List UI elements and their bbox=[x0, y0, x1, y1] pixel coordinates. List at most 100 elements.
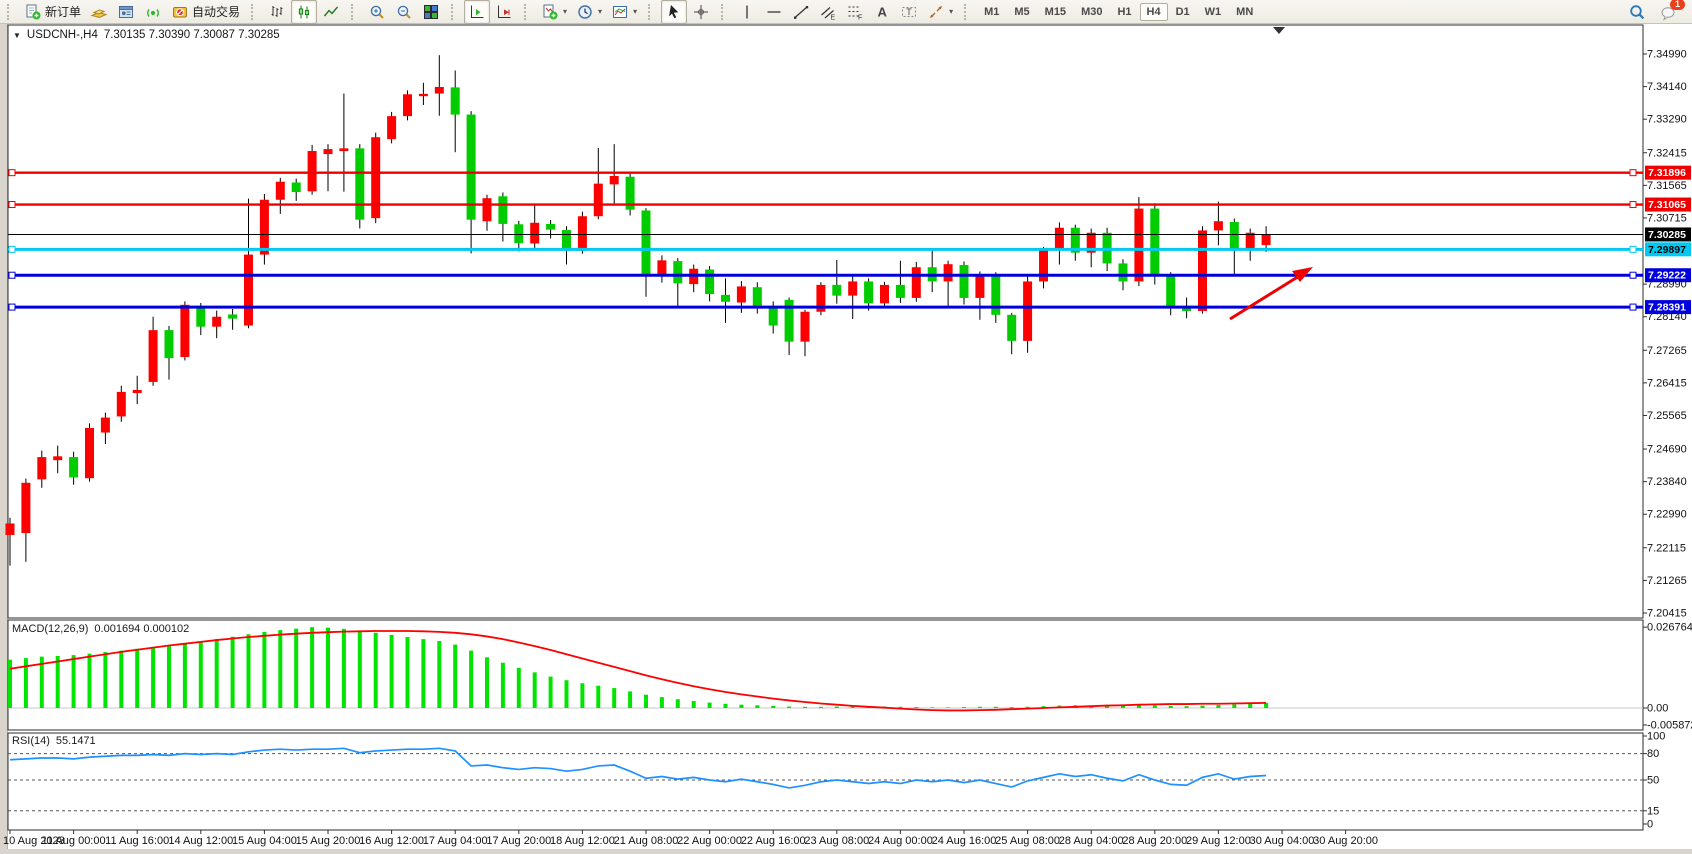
rsi-axis-label: 15 bbox=[1647, 805, 1659, 817]
periods-button[interactable]: ▾ bbox=[572, 0, 606, 24]
line-handle[interactable] bbox=[8, 245, 16, 253]
line-handle[interactable] bbox=[1629, 245, 1637, 253]
horizontal-line-7.30285[interactable]: 7.30285 bbox=[8, 227, 1691, 242]
autotrading-label: 自动交易 bbox=[192, 5, 241, 19]
price-tick-label: 7.25565 bbox=[1647, 410, 1687, 422]
line-handle[interactable] bbox=[1629, 169, 1637, 177]
auto-scroll-button[interactable] bbox=[491, 0, 517, 24]
chat-button[interactable]: 1 bbox=[1656, 0, 1685, 24]
chart-dropdown-arrow[interactable]: ▼ bbox=[13, 30, 21, 40]
candles bbox=[5, 55, 1271, 566]
chart-shift-button[interactable] bbox=[464, 0, 491, 24]
timeframe-button-m5[interactable]: M5 bbox=[1014, 5, 1030, 18]
toolbar-group-2 bbox=[361, 0, 447, 24]
trend-line-icon bbox=[794, 5, 809, 19]
line-handle[interactable] bbox=[8, 169, 16, 177]
templates-icon bbox=[613, 5, 628, 18]
time-tick-label: 15 Aug 20:00 bbox=[296, 835, 361, 847]
candle bbox=[1213, 201, 1223, 246]
indicators-button[interactable]: ▾ bbox=[537, 0, 571, 24]
horizontal-line-7.28391[interactable]: 7.28391 bbox=[8, 300, 1691, 315]
candle bbox=[1007, 312, 1017, 355]
timeframe-button-h1[interactable]: H1 bbox=[1117, 5, 1132, 18]
bar-chart-icon bbox=[271, 5, 283, 17]
dropdown-caret-icon[interactable]: ▾ bbox=[563, 7, 568, 16]
timeframe-button-m30[interactable]: M30 bbox=[1081, 5, 1103, 18]
autotrading-button[interactable]: 自动交易 bbox=[167, 0, 244, 24]
tile-windows-button[interactable] bbox=[418, 0, 444, 24]
dropdown-caret-icon[interactable]: ▾ bbox=[598, 7, 603, 16]
price-tick-label: 7.34990 bbox=[1647, 49, 1687, 61]
line-chart-button[interactable] bbox=[318, 0, 344, 24]
horizontal-line-7.31065[interactable]: 7.31065 bbox=[8, 197, 1691, 212]
bar-chart-button[interactable] bbox=[264, 0, 290, 24]
dropdown-caret-icon[interactable]: ▾ bbox=[633, 7, 638, 16]
indicators-icon bbox=[543, 4, 558, 19]
toolbar-group-5 bbox=[658, 0, 717, 24]
notification-badge: 1 bbox=[1670, 0, 1685, 10]
line-handle[interactable] bbox=[1629, 303, 1637, 311]
horizontal-line-button[interactable] bbox=[761, 0, 787, 24]
line-handle[interactable] bbox=[8, 271, 16, 279]
timeframe-button-mn[interactable]: MN bbox=[1236, 5, 1254, 18]
equidistant-channel-button[interactable]: E bbox=[815, 0, 841, 24]
line-handle[interactable] bbox=[1629, 271, 1637, 279]
rsi-indicator-label: RSI(14) 55.1471 bbox=[12, 735, 96, 747]
tile-windows-icon bbox=[424, 4, 439, 19]
timeframe-button-m15[interactable]: M15 bbox=[1044, 5, 1067, 18]
zoom-in-button[interactable] bbox=[364, 0, 390, 24]
cursor-button[interactable] bbox=[661, 0, 688, 24]
new-order-button[interactable]: 新订单 bbox=[20, 0, 85, 24]
price-tick-label: 7.20415 bbox=[1647, 608, 1687, 620]
zoom-out-button[interactable] bbox=[391, 0, 417, 24]
text-button[interactable]: A bbox=[869, 0, 895, 24]
timeframe-button-w1[interactable]: W1 bbox=[1204, 5, 1222, 18]
timeframe-button-m1[interactable]: M1 bbox=[984, 5, 1000, 18]
horizontal-line-7.31896[interactable]: 7.31896 bbox=[8, 165, 1691, 180]
timeframe-button-h4[interactable]: H4 bbox=[1139, 2, 1168, 21]
candle bbox=[1229, 218, 1239, 277]
data-window-icon bbox=[119, 5, 134, 18]
horizontal-line-7.29897[interactable]: 7.29897 bbox=[8, 242, 1691, 257]
candle bbox=[721, 278, 730, 323]
trend-arrow-annotation[interactable] bbox=[1229, 267, 1313, 321]
time-tick-label: 22 Aug 16:00 bbox=[741, 835, 806, 847]
price-tag-label: 7.28391 bbox=[1648, 302, 1686, 314]
trend-line-button[interactable] bbox=[788, 0, 814, 24]
line-handle[interactable] bbox=[8, 303, 16, 311]
toolbar-group-3 bbox=[461, 0, 520, 24]
line-chart-icon bbox=[323, 6, 339, 16]
search-button[interactable] bbox=[1624, 0, 1650, 24]
line-handle[interactable] bbox=[1629, 201, 1637, 209]
time-tick-label: 11 Aug 16:00 bbox=[105, 835, 169, 847]
candlestick-chart-button[interactable] bbox=[291, 0, 318, 24]
line-handle[interactable] bbox=[8, 201, 16, 209]
templates-button[interactable]: ▾ bbox=[607, 0, 641, 24]
terminal-button[interactable] bbox=[140, 0, 166, 24]
candle bbox=[21, 478, 31, 562]
search-icon bbox=[1630, 4, 1645, 19]
candle bbox=[562, 226, 571, 265]
dropdown-caret-icon[interactable]: ▾ bbox=[949, 7, 954, 16]
time-tick-label: 18 Aug 12:00 bbox=[550, 835, 615, 847]
time-tick-label: 29 Aug 12:00 bbox=[1186, 835, 1251, 847]
main-chart-panel[interactable] bbox=[7, 24, 1644, 619]
chart-shift-marker-icon[interactable] bbox=[1273, 27, 1285, 34]
fibonacci-button[interactable]: F bbox=[842, 0, 868, 24]
market-watch-button[interactable] bbox=[86, 0, 112, 24]
time-tick-label: 14 Aug 12:00 bbox=[168, 835, 233, 847]
equidistant-channel-icon: E bbox=[821, 6, 836, 21]
data-window-button[interactable] bbox=[113, 0, 139, 24]
fibonacci-icon: F bbox=[848, 6, 862, 21]
price-tag bbox=[1645, 242, 1691, 257]
horizontal-line-7.29222[interactable]: 7.29222 bbox=[8, 268, 1691, 283]
text-label-button[interactable]: T bbox=[896, 0, 922, 24]
vertical-line-button[interactable] bbox=[734, 0, 760, 24]
timeframe-button-d1[interactable]: D1 bbox=[1175, 5, 1190, 18]
crosshair-button[interactable] bbox=[688, 0, 714, 24]
arrows-button[interactable]: ▾ bbox=[923, 0, 957, 24]
rsi-indicator: 100 80 50 15 0 bbox=[8, 731, 1665, 831]
price-tick-label: 7.21265 bbox=[1647, 575, 1687, 587]
